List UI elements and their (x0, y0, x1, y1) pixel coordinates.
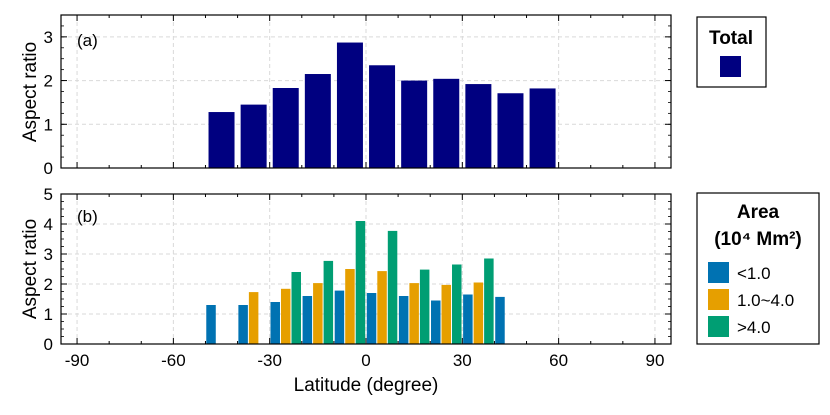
y-tick-label: 1 (44, 305, 53, 324)
bar-medium (248, 292, 259, 344)
x-axis-title: Latitude (degree) (294, 375, 439, 396)
legend-area: Area (10⁴ Mm²) <1.0 1.0~4.0 >4.0 (696, 192, 820, 345)
bar-small (366, 293, 377, 344)
y-tick-label: 3 (44, 28, 53, 47)
legend-total-title: Total (709, 28, 753, 49)
legend-area-title-line1: Area (737, 202, 780, 223)
bar-total (336, 42, 363, 168)
legend-label: <1.0 (737, 264, 771, 283)
bar-large (323, 260, 334, 344)
bar-medium (345, 269, 355, 344)
y-tick-label: 1 (44, 115, 53, 134)
bar-medium (409, 283, 419, 344)
y-tick-label: 4 (44, 215, 53, 234)
bar-total (401, 80, 428, 168)
bar-total (208, 112, 235, 168)
bar-small (495, 296, 505, 344)
legend-area-title-line2: (10⁴ Mm²) (714, 229, 802, 250)
ticks-b: 0 1 2 3 4 5 -90 -60 -30 0 30 60 90 (44, 185, 671, 370)
legend-swatch (708, 316, 729, 337)
ticks-a: 0 1 2 3 (44, 14, 671, 178)
y-tick-label: 5 (44, 185, 53, 204)
bar-total (465, 84, 492, 168)
x-tick-label: 90 (645, 351, 664, 370)
grid-b (61, 193, 671, 344)
grid-a (61, 15, 671, 168)
legend-label: 1.0~4.0 (737, 291, 794, 310)
bar-total (240, 104, 267, 168)
x-tick-label: 30 (453, 351, 472, 370)
bars-a (208, 42, 556, 168)
bar-total (272, 88, 299, 168)
bar-total (369, 65, 396, 168)
bar-small (334, 290, 345, 344)
y-tick-label: 3 (44, 245, 53, 264)
bar-medium (280, 288, 291, 344)
bar-medium (313, 283, 323, 344)
bar-small (398, 296, 409, 344)
bar-total (433, 78, 460, 168)
y-axis-title-a: Aspect ratio (20, 42, 41, 142)
x-tick-label: 60 (549, 351, 568, 370)
bar-total (529, 88, 556, 168)
panel-label-a: (a) (77, 31, 98, 50)
y-tick-label: 2 (44, 275, 53, 294)
bar-large (419, 269, 430, 344)
y-tick-label: 2 (44, 72, 53, 91)
bars-b (206, 221, 505, 344)
legend-area-items: <1.0 1.0~4.0 >4.0 (708, 262, 794, 337)
bar-medium (441, 284, 452, 344)
bar-medium (377, 271, 387, 344)
x-tick-label: 0 (361, 351, 370, 370)
bar-large (484, 258, 494, 344)
panel-a: 0 1 2 3 (a) Aspect ratio (20, 14, 672, 178)
bar-large (291, 272, 301, 344)
legend-label: >4.0 (737, 318, 771, 337)
bar-small (206, 305, 216, 344)
bar-large (387, 230, 398, 344)
y-tick-label: 0 (44, 335, 53, 354)
bar-total (304, 74, 331, 168)
legend-swatch (708, 262, 729, 283)
panel-label-b: (b) (77, 207, 98, 226)
bar-small (463, 294, 473, 344)
bar-small (431, 300, 441, 344)
y-tick-label: 0 (44, 159, 53, 178)
x-tick-label: -90 (65, 351, 90, 370)
bar-small (302, 296, 313, 344)
legend-swatch (708, 289, 729, 310)
legend-total: Total (696, 16, 767, 88)
y-axis-title-b: Aspect ratio (20, 219, 41, 319)
bar-small (270, 302, 280, 344)
bar-small (238, 305, 248, 344)
x-tick-label: -30 (257, 351, 282, 370)
bar-large (355, 221, 366, 344)
legend-total-swatch (720, 56, 741, 77)
x-tick-label: -60 (161, 351, 186, 370)
bar-total (497, 93, 524, 168)
bar-medium (473, 282, 484, 344)
bar-large (452, 264, 462, 344)
